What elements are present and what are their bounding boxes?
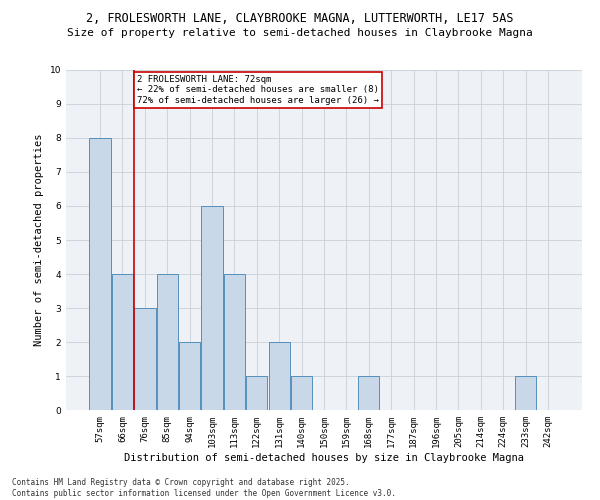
Bar xyxy=(358,376,379,410)
Bar xyxy=(246,376,268,410)
Bar xyxy=(291,376,312,410)
Bar xyxy=(179,342,200,410)
Text: Contains HM Land Registry data © Crown copyright and database right 2025.
Contai: Contains HM Land Registry data © Crown c… xyxy=(12,478,396,498)
Bar xyxy=(269,342,290,410)
Text: 2 FROLESWORTH LANE: 72sqm
← 22% of semi-detached houses are smaller (8)
72% of s: 2 FROLESWORTH LANE: 72sqm ← 22% of semi-… xyxy=(137,75,379,105)
X-axis label: Distribution of semi-detached houses by size in Claybrooke Magna: Distribution of semi-detached houses by … xyxy=(124,452,524,462)
Bar xyxy=(134,308,155,410)
Text: 2, FROLESWORTH LANE, CLAYBROOKE MAGNA, LUTTERWORTH, LE17 5AS: 2, FROLESWORTH LANE, CLAYBROOKE MAGNA, L… xyxy=(86,12,514,26)
Bar xyxy=(515,376,536,410)
Text: Size of property relative to semi-detached houses in Claybrooke Magna: Size of property relative to semi-detach… xyxy=(67,28,533,38)
Bar xyxy=(112,274,133,410)
Bar xyxy=(202,206,223,410)
Y-axis label: Number of semi-detached properties: Number of semi-detached properties xyxy=(34,134,44,346)
Bar xyxy=(157,274,178,410)
Bar xyxy=(89,138,111,410)
Bar xyxy=(224,274,245,410)
